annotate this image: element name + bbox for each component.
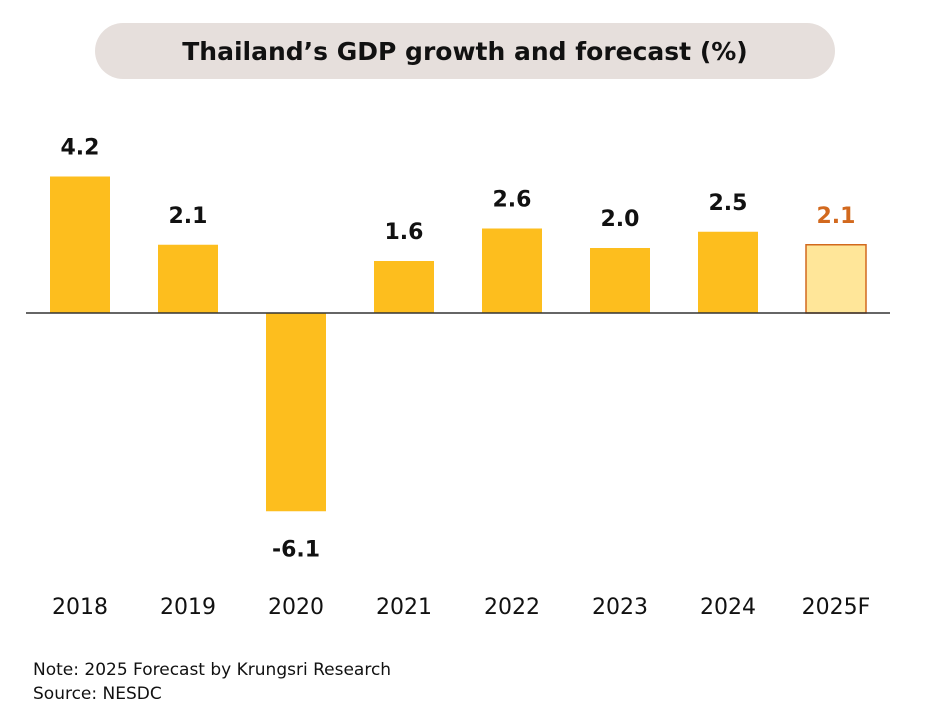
x-tick-label: 2018 — [52, 595, 108, 620]
bar-2018 — [50, 176, 110, 313]
x-tick-label: 2022 — [484, 595, 540, 620]
note-text: Note: 2025 Forecast by Krungsri Research — [33, 660, 392, 680]
x-tick-label: 2021 — [376, 595, 432, 620]
bar-2019 — [158, 244, 218, 313]
bar-2024 — [698, 231, 758, 313]
data-label: 2.1 — [169, 204, 208, 229]
data-label: 2.6 — [493, 188, 532, 213]
bar-2020 — [266, 313, 326, 512]
data-label: -6.1 — [272, 537, 320, 562]
data-label: 2.0 — [601, 207, 640, 232]
bar-2022 — [482, 228, 542, 313]
bar-2021 — [374, 261, 434, 313]
x-tick-label: 2019 — [160, 595, 216, 620]
data-label: 2.5 — [709, 191, 748, 216]
x-tick-label: 2023 — [592, 595, 648, 620]
data-label: 1.6 — [385, 220, 424, 245]
bar-2025F — [805, 244, 867, 314]
source-text: Source: NESDC — [33, 684, 162, 704]
bar-2023 — [590, 248, 650, 313]
data-label: 2.1 — [817, 204, 856, 229]
data-label: 4.2 — [61, 136, 100, 161]
x-tick-label: 2020 — [268, 595, 324, 620]
chart-title: Thailand’s GDP growth and forecast (%) — [95, 23, 835, 79]
x-tick-label: 2024 — [700, 595, 756, 620]
x-tick-label: 2025F — [802, 595, 871, 620]
